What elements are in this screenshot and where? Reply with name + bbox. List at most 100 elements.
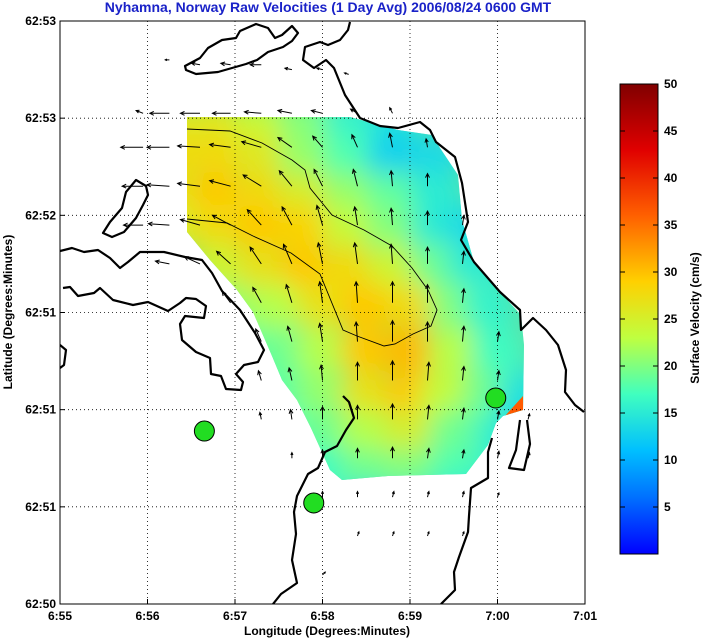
velocity-vector-4 <box>283 66 292 71</box>
velocity-vector-49 <box>215 250 231 265</box>
velocity-vector-28 <box>176 181 201 187</box>
y-axis-label: Latitude (Degrees:Minutes) <box>1 235 15 390</box>
velocity-vector-80 <box>495 369 501 381</box>
colorbar-tick-label-7: 40 <box>664 171 678 185</box>
velocity-vector-13 <box>310 109 323 114</box>
velocity-vector-98 <box>320 490 325 498</box>
velocity-vector-15 <box>389 106 393 114</box>
velocity-vector-53 <box>352 241 358 264</box>
colorbar-tick-label-4: 25 <box>664 312 678 326</box>
velocity-vector-66 <box>286 325 293 342</box>
velocity-vector-102 <box>461 490 465 498</box>
velocity-vector-51 <box>282 243 293 265</box>
velocity-vector-34 <box>389 169 394 187</box>
velocity-vector-16 <box>119 144 144 150</box>
velocity-vector-5 <box>315 67 323 71</box>
velocity-vector-92 <box>355 447 360 459</box>
chart-title: Nyhamna, Norway Raw Velocities (1 Day Av… <box>105 0 552 15</box>
speed-cell-37 <box>296 281 349 334</box>
velocity-vector-82 <box>288 408 294 420</box>
velocity-vector-55 <box>425 245 430 264</box>
velocity-vector-20 <box>240 140 262 148</box>
velocity-vector-14 <box>349 108 358 114</box>
velocity-vector-1 <box>190 61 201 66</box>
velocity-vector-77 <box>390 359 395 381</box>
velocity-vector-43 <box>352 205 358 226</box>
velocity-vector-76 <box>355 361 360 381</box>
speed-cell-70 <box>471 446 524 480</box>
speed-cell-10 <box>322 131 375 184</box>
coastline-sw-point <box>60 344 68 369</box>
velocity-vector-73 <box>257 369 262 381</box>
velocity-vector-40 <box>246 208 262 226</box>
colorbar-ticks: 5 10 15 20 25 30 35 40 45 50 <box>620 77 678 514</box>
speed-cell-39 <box>384 281 436 334</box>
velocity-vector-42 <box>315 204 323 226</box>
radar-site-2 <box>303 492 325 514</box>
speed-cell-62 <box>427 407 480 460</box>
velocity-vector-24 <box>388 132 393 148</box>
velocity-vector-45 <box>425 209 430 226</box>
velocity-vector-19 <box>208 142 231 148</box>
velocity-vector-3 <box>248 62 262 68</box>
coastline-ne <box>301 21 585 413</box>
colorbar-tick-label-2: 15 <box>664 406 678 420</box>
colorbar-tick-label-3: 20 <box>664 359 678 373</box>
velocity-vector-10 <box>211 110 231 116</box>
velocity-vector-46 <box>460 214 466 226</box>
velocity-vector-26 <box>120 183 144 189</box>
velocity-vector-83 <box>320 405 325 420</box>
colorbar-label: Surface Velocity (cm/s) <box>688 252 702 383</box>
colorbar-tick-label-8: 45 <box>664 124 678 138</box>
speed-cell-78 <box>323 529 375 581</box>
velocity-vector-29 <box>208 179 231 187</box>
radar-sites <box>193 387 507 514</box>
radar-site-3 <box>485 387 507 409</box>
velocity-vector-31 <box>278 169 293 187</box>
velocity-vector-41 <box>281 205 293 226</box>
speed-cell-81 <box>454 529 506 581</box>
speed-cell-57 <box>217 407 270 460</box>
x-tick-label-0: 6:55 <box>48 609 72 623</box>
velocity-vector-105 <box>392 530 395 537</box>
velocity-vector-103 <box>497 491 500 498</box>
contour-line-25 <box>186 128 438 347</box>
velocity-vector-9 <box>179 110 200 116</box>
coastline-se <box>440 437 494 604</box>
velocity-vector-70 <box>425 320 430 342</box>
velocity-vector-44 <box>389 207 394 226</box>
contour-25 <box>186 128 438 347</box>
speed-cell-25 <box>366 203 419 256</box>
coastline-south <box>272 395 356 604</box>
velocity-vector-8 <box>148 110 170 116</box>
x-tick-label-1: 6:56 <box>135 609 159 623</box>
speed-cell-21 <box>191 203 244 256</box>
speed-cell-54 <box>419 369 471 422</box>
velocity-vector-21 <box>276 136 293 148</box>
speed-cell-32 <box>366 242 419 295</box>
x-axis-ticks: 6:55 6:56 6:57 6:58 6:59 7:00 7:01 <box>48 599 597 623</box>
speed-cell-30 <box>279 242 331 295</box>
velocity-vector-32 <box>313 168 323 187</box>
x-axis-label: Longitude (Degrees:Minutes) <box>244 624 410 638</box>
velocity-vector-67 <box>317 322 323 342</box>
velocity-vector-0 <box>164 58 170 62</box>
velocity-vector-81 <box>258 411 263 420</box>
velocity-vector-106 <box>427 530 430 537</box>
velocity-vector-35 <box>425 172 430 187</box>
velocity-vector-56 <box>461 250 466 264</box>
velocity-vector-71 <box>461 325 466 342</box>
velocity-vector-88 <box>496 409 501 420</box>
velocity-vector-85 <box>390 402 395 420</box>
velocity-vector-99 <box>355 490 360 498</box>
coastline-north <box>183 22 300 76</box>
velocity-vector-2 <box>219 61 231 67</box>
velocity-vector-38 <box>179 218 201 226</box>
velocity-vector-58 <box>252 286 262 304</box>
speed-cell-9 <box>279 131 331 184</box>
velocity-vector-96 <box>496 450 501 459</box>
velocity-vector-64 <box>461 287 466 303</box>
speed-cell-41 <box>462 281 515 334</box>
velocity-vector-18 <box>176 143 201 149</box>
